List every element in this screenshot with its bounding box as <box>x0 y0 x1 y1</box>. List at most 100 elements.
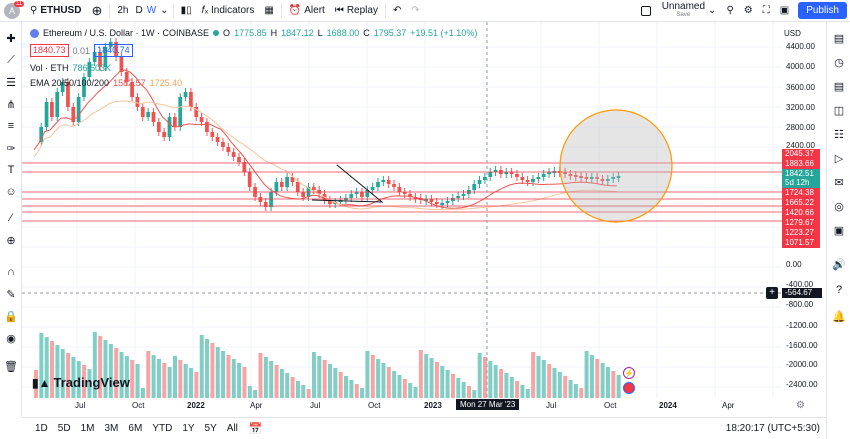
hotlists-icon[interactable]: ▣ <box>833 224 845 237</box>
volume-bar <box>424 354 429 398</box>
buy-price-button[interactable]: 1840.74 <box>94 44 133 57</box>
candle-body <box>76 97 81 122</box>
interval-d[interactable]: D <box>133 0 144 22</box>
lock-icon[interactable]: 🔒 <box>4 310 18 323</box>
horizontal-lines-icon[interactable]: ☰ <box>6 76 16 89</box>
volume-bar <box>215 347 220 398</box>
highlight-circle <box>559 109 673 223</box>
indicators-button[interactable]: 𝑓ₓ Indicators <box>197 0 260 22</box>
ema-line <box>33 100 617 210</box>
volume-bar <box>301 385 306 398</box>
ideas-icon[interactable]: ▷ <box>834 152 844 165</box>
chart-pane[interactable]: Ethereum / U.S. Dollar · 1W · COINBASE O… <box>22 22 782 417</box>
text-icon[interactable]: T <box>7 164 15 176</box>
lightning-event-icon[interactable]: ⚡ <box>623 367 635 379</box>
undo-button[interactable]: ↶ <box>388 0 406 22</box>
replay-icon: ⏮ <box>334 5 344 16</box>
range-1m[interactable]: 1M <box>80 423 95 434</box>
emoji-icon[interactable]: ☺ <box>5 186 17 198</box>
range-1d[interactable]: 1D <box>35 423 48 434</box>
range-all[interactable]: All <box>226 423 238 434</box>
undo-icon: ↶ <box>392 5 402 16</box>
alerts-clock-icon[interactable]: ◷ <box>834 56 844 69</box>
alarm-clock-icon: ⏰ <box>288 5 302 16</box>
interval-dropdown[interactable]: ⌄ <box>158 0 170 22</box>
alert-button[interactable]: ⏰ Alert <box>284 0 330 22</box>
watchlist-icon[interactable]: ▤ <box>833 32 845 45</box>
candle-body <box>210 132 215 137</box>
bottom-toolbar: 1D 5D 1M 3M 6M YTD 1Y 5Y All 📅 18:20:17 … <box>22 417 826 439</box>
quick-search-button[interactable]: ⚲ <box>721 0 738 22</box>
magnet-icon[interactable]: ∩ <box>7 266 15 278</box>
drawing-toolbar: ✚ ⟋ ☰ ⋔ ≡ ✑ T ☺ ∕ ⊕ ∩ ✎ 🔒 ◉ 🗑 <box>0 22 22 417</box>
ruler-icon[interactable]: ∕ <box>10 212 12 224</box>
interval-label: 2h <box>117 5 129 16</box>
layout-select-button[interactable]: Unnamed Save ⌄ <box>636 0 722 22</box>
broadcast-icon[interactable]: 🔊 <box>832 258 846 271</box>
volume-bar <box>167 367 172 398</box>
redo-button[interactable]: ↷ <box>406 0 424 22</box>
templates-button[interactable]: ▦ <box>259 0 278 22</box>
chat-icon[interactable]: ✉ <box>834 176 844 189</box>
sell-price-button[interactable]: 1840.73 <box>30 44 69 57</box>
publish-button[interactable]: Publish <box>794 0 850 22</box>
volume-bar <box>579 388 584 398</box>
volume-bar <box>397 375 402 398</box>
pitchfork-icon[interactable]: ⋔ <box>6 98 16 111</box>
candle-body <box>477 180 482 184</box>
lock-pencil-icon[interactable]: ✎ <box>6 288 16 301</box>
range-5d[interactable]: 5D <box>57 423 71 434</box>
replay-button[interactable]: ⏮ Replay <box>330 0 383 22</box>
range-1y[interactable]: 1Y <box>182 423 195 434</box>
eye-icon[interactable]: ◉ <box>6 332 16 345</box>
fullscreen-button[interactable]: ⛶ <box>758 0 775 22</box>
range-ytd[interactable]: YTD <box>152 423 173 434</box>
layers-icon[interactable]: ◫ <box>833 104 845 117</box>
indicators-icon: 𝑓ₓ <box>201 5 208 16</box>
range-3m[interactable]: 3M <box>104 423 119 434</box>
interval-w[interactable]: W <box>145 0 158 22</box>
date-range-calendar-icon[interactable]: 📅 <box>248 423 263 435</box>
notifications-icon[interactable]: 🔔 <box>832 310 846 323</box>
volume-bar <box>82 365 87 398</box>
brush-icon[interactable]: ✑ <box>6 142 16 155</box>
candle-body <box>595 177 600 179</box>
trend-line-icon[interactable]: ⟋ <box>7 53 15 66</box>
zoom-in-icon[interactable]: ⊕ <box>6 234 16 247</box>
price-tag: 1883.66 <box>782 159 820 169</box>
candle-body <box>547 172 551 174</box>
fib-retracement-icon[interactable]: ≡ <box>7 120 15 132</box>
candle-body <box>98 52 102 67</box>
axis-settings-gear-icon[interactable]: ⚙ <box>796 400 805 411</box>
crosshair-icon[interactable]: ✚ <box>6 32 16 45</box>
chart-type-button[interactable]: ▮▯ <box>176 0 197 22</box>
calendar-icon[interactable]: ☷ <box>834 128 844 141</box>
volume-bar <box>146 351 151 398</box>
compare-symbol-button[interactable]: ⊕ <box>86 0 107 22</box>
interval-2h[interactable]: 2h <box>112 0 133 22</box>
settings-button[interactable]: ⚙ <box>739 0 758 22</box>
candle-body <box>434 202 439 204</box>
symbol-search[interactable]: ⚲ ETHUSD <box>25 0 86 22</box>
target-icon[interactable]: ◎ <box>834 200 844 213</box>
range-6m[interactable]: 6M <box>128 423 143 434</box>
range-5y[interactable]: 5Y <box>204 423 217 434</box>
candle-body <box>584 177 589 179</box>
volume-bar <box>87 369 92 398</box>
add-crosshair-plus-icon[interactable]: + <box>766 287 778 299</box>
time-tick: Jul <box>546 401 557 410</box>
snapshot-button[interactable]: ▣ <box>775 0 794 22</box>
layout-checkbox-icon <box>640 5 651 16</box>
time-axis[interactable]: Jul Oct 2022 Apr Jul Oct 2023 Mon 27 Mar… <box>22 398 782 414</box>
price-axis[interactable]: USD 4400.00 4000.00 3600.00 3200.00 2800… <box>782 22 826 417</box>
user-avatar[interactable]: A 11 <box>0 0 25 22</box>
candle-body <box>360 192 364 197</box>
candle-body <box>55 92 60 117</box>
flag-event-icon[interactable] <box>623 382 635 394</box>
clock-timezone[interactable]: 18:20:17 (UTC+5:30) <box>725 423 820 434</box>
help-icon[interactable]: ? <box>835 284 843 296</box>
data-window-icon[interactable]: ▤ <box>833 80 845 93</box>
trash-icon[interactable]: 🗑 <box>4 360 18 373</box>
candle-body <box>114 42 118 57</box>
volume-bar <box>509 377 514 398</box>
